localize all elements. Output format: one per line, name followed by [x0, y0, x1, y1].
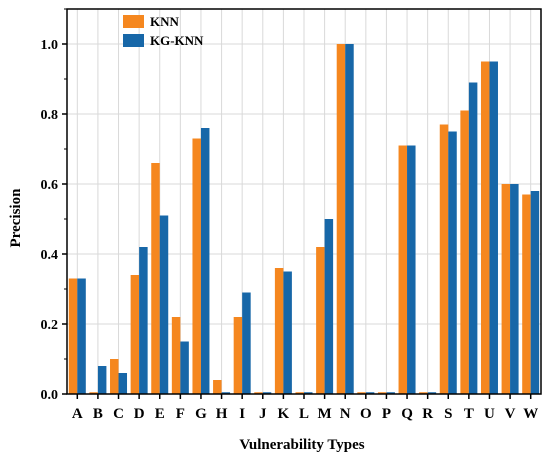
x-tick-label: P	[382, 406, 391, 422]
bar-knn-f	[171, 317, 181, 394]
y-tick-label: 1.0	[41, 38, 59, 53]
bar-knn-t	[460, 110, 469, 394]
y-tick-label: 0.6	[41, 178, 59, 193]
legend-label: KG-KNN	[150, 33, 204, 48]
bar-kg-knn-o	[365, 392, 375, 394]
bar-knn-w	[522, 194, 531, 394]
x-tick-label: M	[318, 406, 332, 422]
x-tick-label: W	[523, 406, 538, 422]
bar-knn-h	[213, 380, 222, 394]
bar-knn-u	[480, 61, 490, 394]
x-tick-label: V	[505, 406, 516, 422]
legend: KNN KG-KNN	[123, 14, 204, 48]
bar-knn-p	[377, 392, 387, 394]
bar-kg-knn-h	[221, 392, 231, 394]
bar-kg-knn-f	[180, 341, 189, 394]
x-tick-label: K	[278, 406, 290, 422]
bar-knn-b	[89, 392, 98, 394]
bar-kg-knn-m	[324, 219, 334, 394]
x-tick-label: F	[176, 406, 185, 422]
bar-kg-knn-s	[448, 131, 457, 394]
bar-kg-knn-k	[283, 271, 292, 394]
bar-knn-v	[501, 184, 511, 394]
x-tick-label: Q	[401, 406, 413, 422]
bar-kg-knn-g	[200, 128, 210, 394]
bar-kg-knn-c	[118, 373, 128, 394]
bar-knn-e	[151, 163, 160, 394]
bar-kg-knn-a	[77, 278, 86, 394]
x-tick-label: R	[422, 406, 433, 422]
x-tick-label: I	[239, 406, 245, 422]
x-tick-label: T	[464, 406, 474, 422]
bar-kg-knn-r	[427, 392, 437, 394]
bar-knn-k	[274, 268, 284, 394]
x-tick-label: D	[134, 406, 145, 422]
x-tick-label: U	[484, 406, 495, 422]
bar-kg-knn-w	[530, 191, 540, 394]
x-tick-label: S	[444, 406, 452, 422]
x-tick-label: C	[113, 406, 124, 422]
axes	[62, 8, 542, 399]
bar-knn-n	[336, 44, 346, 394]
bar-kg-knn-l	[304, 392, 313, 394]
x-tick-label: G	[195, 406, 207, 422]
x-tick-label: B	[93, 406, 103, 422]
y-tick-label: 0.4	[41, 248, 59, 263]
legend-label: KNN	[150, 14, 180, 29]
bar-knn-o	[357, 392, 366, 394]
bar-kg-knn-i	[242, 292, 251, 394]
legend-swatch	[123, 34, 144, 47]
bar-kg-knn-e	[159, 215, 169, 394]
bar-kg-knn-b	[97, 366, 107, 394]
bar-knn-q	[398, 145, 408, 394]
bar-knn-g	[192, 138, 201, 394]
bar-kg-knn-t	[468, 82, 478, 394]
x-axis-title: Vulnerability Types	[239, 437, 364, 453]
y-tick-labels: 0.0 0.2 0.4 0.6 0.8 1.0	[41, 38, 59, 403]
y-axis-title: Precision	[8, 188, 24, 248]
bar-knn-a	[68, 278, 78, 394]
bar-kg-knn-j	[262, 392, 272, 394]
x-tick-label: L	[299, 406, 309, 422]
x-tick-label: A	[72, 406, 83, 422]
y-tick-label: 0.0	[41, 388, 59, 403]
bar-knn-d	[130, 275, 140, 394]
bar-kg-knn-v	[510, 184, 519, 394]
y-tick-label: 0.2	[41, 318, 59, 333]
x-tick-label: E	[155, 406, 165, 422]
x-tick-label: O	[360, 406, 372, 422]
x-tick-label: N	[340, 406, 351, 422]
bar-kg-knn-n	[345, 44, 354, 394]
bar-kg-knn-q	[407, 145, 416, 394]
bar-kg-knn-d	[139, 247, 148, 394]
y-tick-label: 0.8	[41, 108, 59, 123]
x-tick-label: H	[216, 406, 228, 422]
bar-knn-c	[110, 359, 119, 394]
bar-knn-r	[419, 392, 428, 394]
bar-kg-knn-p	[386, 392, 395, 394]
bars	[68, 44, 540, 394]
bar-kg-knn-u	[489, 61, 498, 394]
bar-knn-i	[233, 317, 243, 394]
bar-knn-m	[316, 247, 325, 394]
bar-knn-l	[295, 392, 304, 394]
bar-knn-s	[439, 124, 449, 394]
bar-knn-j	[254, 392, 263, 394]
legend-swatch	[123, 15, 144, 28]
x-tick-label: J	[259, 406, 267, 422]
